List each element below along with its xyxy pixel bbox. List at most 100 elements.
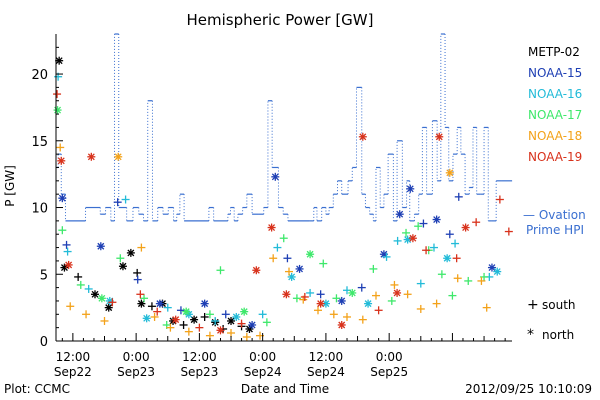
south-point: [306, 288, 315, 297]
south-point: [402, 228, 411, 237]
south-point: [332, 294, 341, 303]
north-point: [240, 307, 249, 316]
south-point: [319, 259, 328, 268]
x-tick-date-label: Sep24: [244, 365, 282, 379]
marker-stroke: [364, 300, 372, 308]
south-point: [285, 267, 294, 276]
south-point: [416, 279, 425, 288]
south-point: [416, 304, 425, 313]
south-point: [454, 192, 463, 201]
south-point: [403, 290, 412, 299]
north-point: [493, 267, 502, 276]
north-point: [87, 152, 96, 161]
south-point: [464, 276, 473, 285]
south-point: [432, 299, 441, 308]
marker-stroke: [182, 308, 190, 316]
south-point: [163, 303, 172, 312]
x-axis-label: Date and Time: [241, 382, 329, 396]
south-point: [116, 254, 125, 263]
marker-stroke: [217, 326, 224, 334]
north-point: [171, 315, 180, 324]
south-point: [62, 240, 71, 249]
legend-layer: METP-02 NOAA-15 NOAA-16 NOAA-17 NOAA-18 NOAA-…: [523, 45, 586, 343]
south-point: [137, 243, 146, 252]
north-point: [216, 326, 225, 335]
legend-series-label: NOAA-19: [528, 150, 582, 164]
south-point: [419, 219, 428, 228]
marker-stroke: [359, 133, 367, 141]
marker-stroke: [296, 265, 304, 273]
south-point: [66, 302, 75, 311]
north-point: [182, 307, 191, 316]
legend-symbol-label: north: [542, 328, 574, 342]
y-tick-label: 20: [31, 68, 48, 83]
south-point: [76, 280, 85, 289]
marker-stroke: [97, 242, 105, 250]
x-tick-date-label: Sep23: [180, 365, 218, 379]
north-point: [358, 132, 367, 141]
x-tick-time-label: 12:00: [182, 350, 217, 364]
axes-layer: 0510152012:00Sep220:00Sep2312:00Sep230:0…: [31, 34, 512, 379]
north-point: [432, 215, 441, 224]
south-point: [216, 266, 225, 275]
marker-stroke: [227, 317, 235, 325]
north-point: [445, 168, 454, 177]
marker-stroke: [98, 294, 106, 302]
marker-stroke: [488, 264, 496, 272]
south-point: [390, 280, 399, 289]
south-point: [448, 291, 457, 300]
south-point: [374, 306, 383, 315]
marker-stroke: [114, 153, 122, 161]
north-point: [155, 299, 164, 308]
north-point: [104, 303, 113, 312]
north-point: [126, 248, 135, 257]
legend-series-label: METP-02: [528, 45, 580, 59]
north-point: [190, 315, 199, 324]
south-point: [283, 254, 292, 263]
south-point: [342, 312, 351, 321]
north-point: [282, 290, 291, 299]
x-tick-date-label: Sep24: [307, 365, 345, 379]
north-point: [91, 290, 100, 299]
x-tick-time-label: 0:00: [249, 350, 276, 364]
x-tick-time-label: 0:00: [123, 350, 150, 364]
marker-stroke: [322, 300, 330, 308]
marker-stroke: [65, 261, 73, 269]
marker-stroke: [271, 173, 279, 181]
north-point: [64, 260, 73, 269]
south-point: [472, 218, 481, 227]
north-point: [118, 262, 127, 271]
south-point: [136, 290, 145, 299]
south-point: [422, 246, 431, 255]
marker-stroke: [252, 266, 260, 274]
north-point: [487, 263, 496, 272]
y-tick-label: 0: [40, 335, 48, 350]
south-point: [453, 274, 462, 283]
south-point: [133, 268, 142, 277]
north-point: [58, 194, 67, 203]
x-tick-time-label: 0:00: [376, 350, 403, 364]
south-point: [480, 272, 489, 281]
south-point: [437, 270, 446, 279]
south-point: [279, 234, 288, 243]
north-point: [96, 242, 105, 251]
south-point: [58, 226, 67, 235]
north-point: [252, 266, 261, 275]
south-point: [108, 298, 117, 307]
marker-stroke: [282, 290, 290, 298]
marker-stroke: [58, 194, 66, 202]
north-point: [200, 299, 209, 308]
south-point: [477, 276, 486, 285]
south-point: [357, 283, 366, 292]
footer-plot-credit: Plot: CCMC: [4, 382, 70, 396]
south-point: [393, 236, 402, 245]
south-point: [242, 332, 251, 341]
north-point: [408, 234, 417, 243]
legend-ovation-line1: — Ovation: [523, 208, 586, 222]
south-point: [258, 310, 267, 319]
legend-series-label: NOAA-17: [528, 108, 582, 122]
south-point: [205, 310, 214, 319]
marker-stroke: [409, 234, 417, 242]
legend-ovation-line2: Prime HPI: [526, 223, 584, 237]
